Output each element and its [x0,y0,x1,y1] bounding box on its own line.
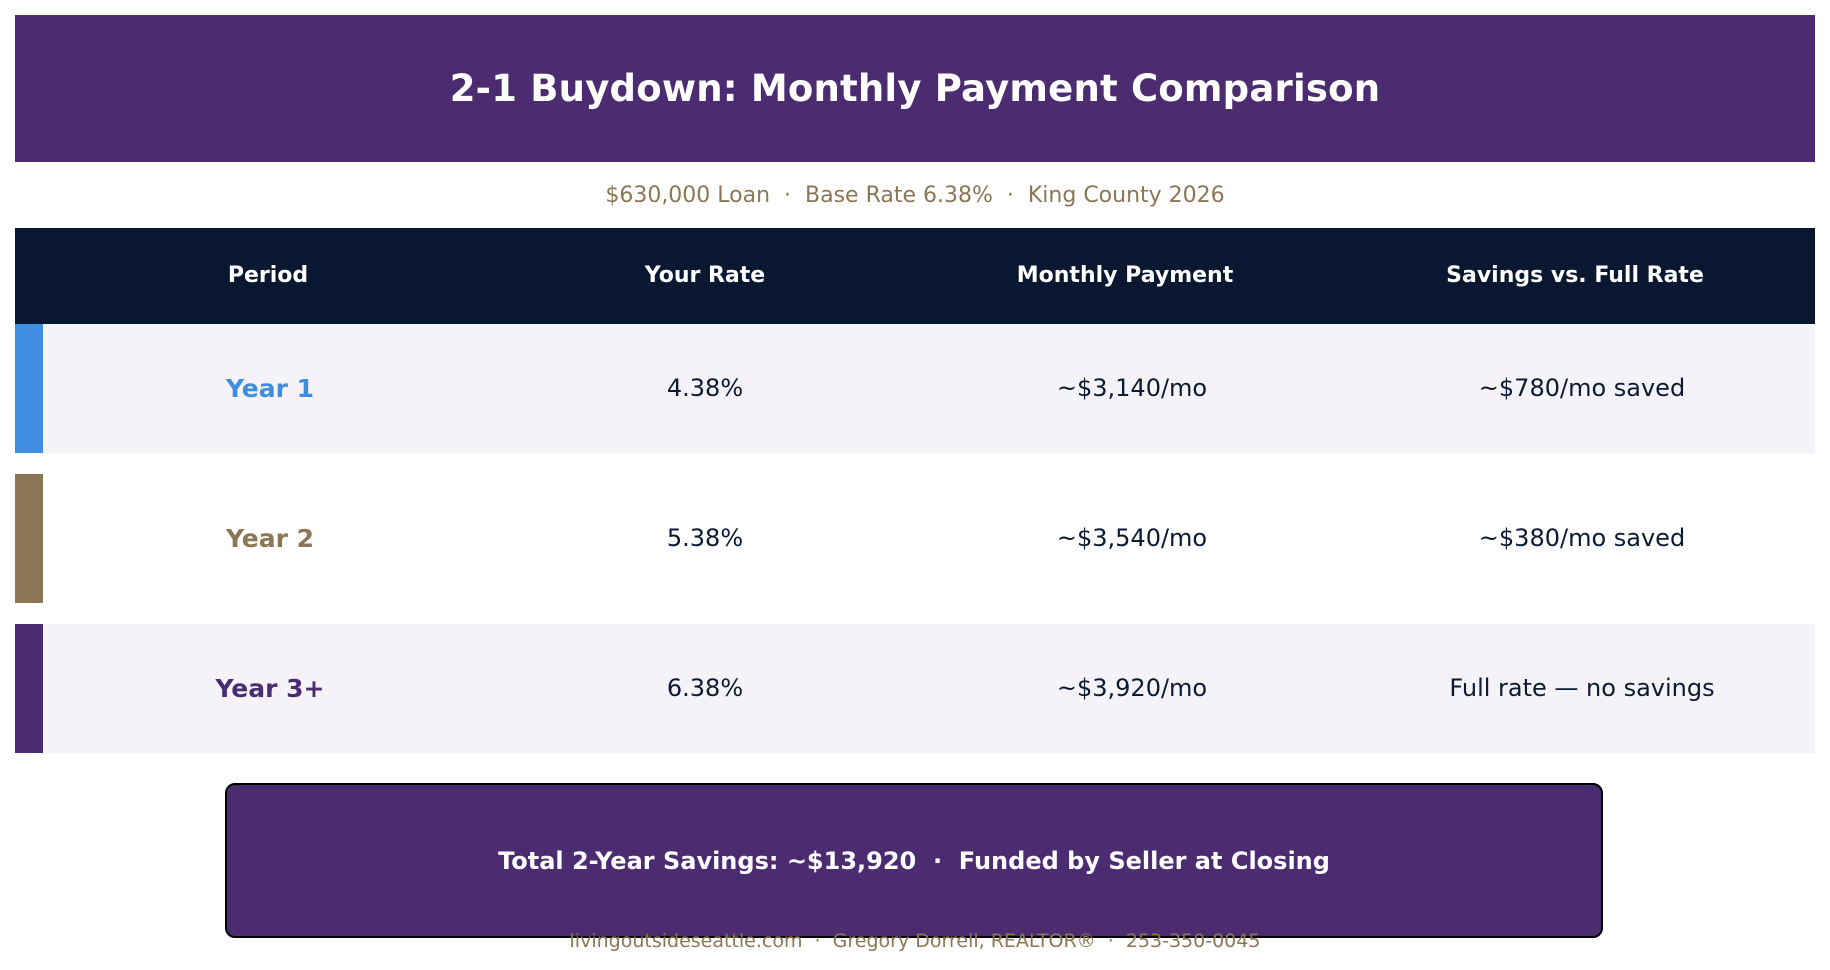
column-header-savings: Savings vs. Full Rate [1446,263,1704,288]
payment-value: ~$3,540/mo [1056,524,1208,552]
period-label: Year 2 [225,524,315,553]
loan-subtitle: $630,000 Loan · Base Rate 6.38% · King C… [605,183,1225,208]
payment-value: ~$3,920/mo [1056,674,1208,702]
savings-value: Full rate — no savings [1449,674,1715,702]
total-savings-banner: Total 2-Year Savings: ~$13,920 · Funded … [225,783,1603,938]
rate-value: 4.38% [666,374,744,402]
rate-value: 6.38% [666,674,744,702]
row-accent-bar [15,324,43,453]
page-title: 2-1 Buydown: Monthly Payment Comparison [449,67,1381,110]
total-savings-text: Total 2-Year Savings: ~$13,920 · Funded … [498,846,1330,875]
title-banner: 2-1 Buydown: Monthly Payment Comparison [15,15,1815,162]
table-row: Year 3+ 6.38% ~$3,920/mo Full rate — no … [15,624,1815,753]
table-header-row: Period Your Rate Monthly Payment Savings… [15,228,1815,324]
row-accent-bar [15,474,43,603]
period-label: Year 3+ [215,674,325,703]
column-header-rate: Your Rate [644,263,766,288]
footer-contact: livingoutsideseattle.com · Gregory Dorre… [569,930,1261,952]
payment-value: ~$3,140/mo [1056,374,1208,402]
rate-value: 5.38% [666,524,744,552]
table-row: Year 2 5.38% ~$3,540/mo ~$380/mo saved [15,474,1815,603]
savings-value: ~$780/mo saved [1478,374,1686,402]
row-accent-bar [15,624,43,753]
column-header-payment: Monthly Payment [1016,263,1234,288]
period-label: Year 1 [225,374,315,403]
column-header-period: Period [227,263,309,288]
savings-value: ~$380/mo saved [1478,524,1686,552]
table-row: Year 1 4.38% ~$3,140/mo ~$780/mo saved [15,324,1815,453]
